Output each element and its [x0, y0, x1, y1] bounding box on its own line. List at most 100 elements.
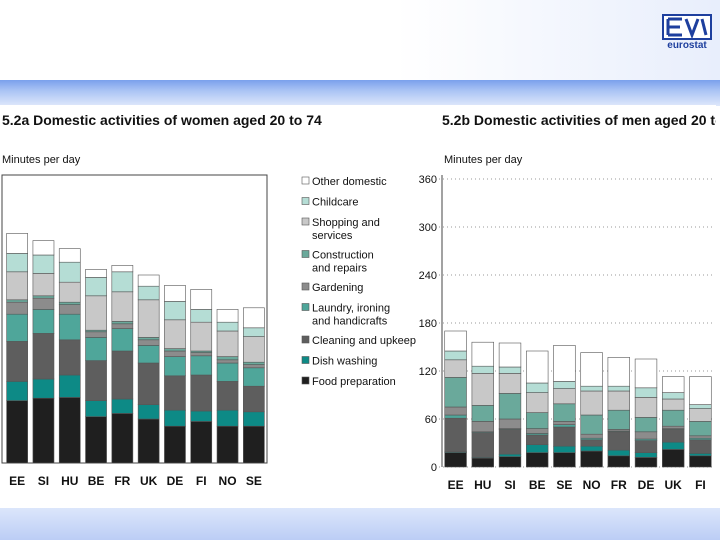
chart-a-bar-segment — [6, 400, 28, 464]
chart-a-bar-segment — [216, 330, 239, 357]
chart-a-bar-segment — [164, 350, 186, 357]
chart-a-bar-segment — [6, 253, 28, 273]
chart-a-bar-segment — [32, 240, 55, 256]
chart-b-bar-segment — [498, 456, 522, 468]
chart-a-bar-segment — [58, 313, 81, 341]
chart-b-bar-segment — [471, 421, 494, 433]
chart-b-bar-segment — [444, 350, 467, 361]
chart-a-bar-segment — [243, 336, 265, 363]
chart-b-y-tick-label: 360 — [419, 174, 437, 186]
chart-b-bar-segment — [471, 365, 494, 374]
legend-swatch — [301, 356, 310, 364]
chart-b-bar-segment — [662, 398, 685, 411]
chart-a-ylabel: Minutes per day — [2, 154, 81, 166]
chart-a-bar-segment — [111, 323, 134, 329]
chart-b-bar-segment — [662, 376, 685, 393]
chart-b-bar-segment — [526, 392, 549, 413]
chart-a-bar-segment — [137, 274, 160, 287]
chart-a-bar-segment — [190, 355, 213, 376]
chart-a-bar-segment — [164, 285, 186, 302]
chart-a-bar-segment — [243, 425, 265, 464]
chart-a-bar-segment — [190, 321, 213, 352]
chart-b-bar-segment — [471, 432, 494, 458]
header-band — [0, 80, 720, 106]
chart-b-bar-segment — [607, 455, 630, 468]
chart-a-bar-segment — [85, 360, 107, 401]
chart-b-x-tick-label: DE — [638, 478, 655, 492]
chart-a-bar-segment — [111, 271, 134, 293]
chart-b-bar-segment — [634, 457, 658, 468]
chart-a-bar-segment — [6, 301, 28, 315]
chart-b-bar-segment — [607, 431, 630, 451]
legend-swatch — [301, 176, 310, 185]
chart-a-plot-frame — [1, 174, 268, 464]
legend-label: and repairs — [312, 263, 368, 275]
chart-b-bar-segment — [689, 404, 712, 409]
chart-a-bar-segment — [190, 421, 213, 464]
chart-b-bar-segment — [498, 342, 522, 368]
chart-a-bar-segment — [85, 416, 107, 464]
chart-a-bar-segment — [111, 328, 134, 352]
chart-b-bar-segment — [607, 449, 630, 457]
legend-swatch — [301, 282, 310, 291]
eurostat-logo-text: eurostat — [667, 40, 707, 51]
chart-a-bar-segment — [190, 289, 213, 310]
chart-a-x-tick-label: DE — [167, 474, 184, 488]
chart-a-bar-segment — [216, 309, 239, 323]
chart-a-bar-segment — [216, 356, 239, 361]
chart-b-bar-segment — [634, 452, 658, 458]
chart-a-bar-segment — [243, 327, 265, 337]
chart-b-bar-segment — [526, 444, 549, 453]
chart-a-bar-segment — [164, 409, 186, 427]
chart-b-bar-segment — [471, 457, 494, 468]
chart-a-bar-segment — [164, 375, 186, 411]
legend-swatch — [301, 197, 310, 205]
chart-b-bar-segment — [526, 428, 549, 434]
chart-a-x-tick-label: UK — [140, 474, 158, 488]
chart-a-bar-segment — [190, 352, 213, 357]
chart-a-bar-segment — [111, 350, 134, 400]
chart-a-bar-segment — [216, 425, 239, 464]
chart-b-bar-segment — [662, 392, 685, 400]
legend-label: and handicrafts — [312, 316, 388, 328]
chart-b-bar-segment — [580, 414, 603, 435]
chart-a-bar-segment — [6, 313, 28, 342]
legend-label: services — [312, 230, 353, 242]
chart-b-bar-segment — [553, 452, 576, 468]
chart-b-x-tick-label: SE — [556, 478, 572, 492]
chart-b-bar-segment — [526, 350, 549, 384]
chart-a-bar-segment — [6, 299, 28, 303]
chart-b-bar-segment — [607, 357, 630, 387]
chart-b-bar-segment — [689, 376, 712, 405]
chart-b-bar-segment — [580, 439, 603, 447]
chart-b-bar-segment — [634, 417, 658, 433]
chart-a-x-tick-label: NO — [219, 474, 237, 488]
chart-a-bar-segment — [216, 409, 239, 427]
chart-b-bar-segment — [498, 393, 522, 420]
slide-header — [0, 0, 720, 84]
chart-b-y-tick-label: 300 — [419, 222, 437, 234]
chart-a-bar-segment — [111, 413, 134, 464]
chart-b-y-tick-label: 120 — [419, 366, 437, 378]
chart-b-bar-segment — [662, 425, 685, 429]
chart-b-x-tick-label: FR — [611, 478, 627, 492]
chart-a-bar-segment — [32, 254, 55, 274]
chart-a-bar-segment — [137, 339, 160, 346]
chart-a-bar-segment — [85, 337, 107, 361]
figure-area: 5.2a Domestic activities of women aged 2… — [0, 105, 720, 508]
eurostat-logo: eurostat — [660, 14, 714, 54]
chart-b-bar-segment — [498, 429, 522, 455]
chart-b-title: 5.2b Domestic activities of men aged 20 … — [442, 112, 716, 128]
chart-b-bar-segment — [580, 390, 603, 416]
chart-b-bar-segment — [634, 431, 658, 440]
chart-b-ylabel: Minutes per day — [444, 154, 523, 166]
chart-a-bar-segment — [164, 301, 186, 321]
chart-a-bar-segment — [216, 381, 239, 411]
chart-b-bar-segment — [553, 403, 576, 422]
legend-swatch — [301, 335, 310, 344]
chart-b-bar-segment — [580, 352, 603, 387]
legend-label: Shopping and — [312, 217, 380, 229]
legend-swatch — [301, 250, 310, 258]
chart-b-x-tick-label: HU — [474, 478, 491, 492]
chart-a-bar-segment — [216, 359, 239, 364]
